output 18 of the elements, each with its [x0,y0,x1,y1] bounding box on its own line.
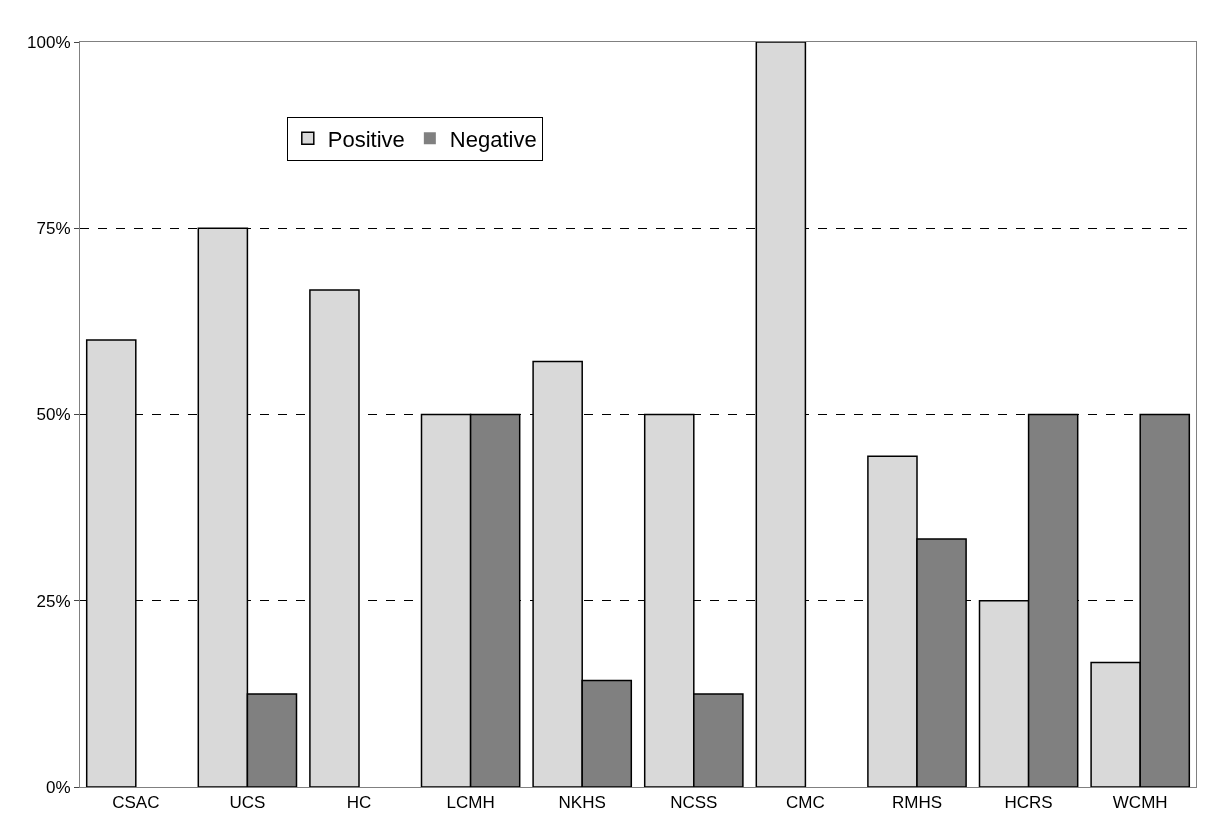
x-tick-label: RMHS [891,793,943,813]
y-tick-label: 25% [36,591,71,611]
x-tick-label: CMC [786,793,825,813]
y-tick-label: 100% [27,32,71,52]
x-tick-label: CSAC [112,793,160,813]
bar [309,289,360,787]
y-tick-label: 50% [36,405,71,425]
legend-label: Positive [327,126,405,152]
y-tick-label: 0% [46,777,71,797]
x-tick-label: NKHS [558,793,606,813]
x-tick-label: NCSS [670,793,718,813]
x-tick-label: HCRS [1004,793,1053,813]
y-tick-label: 75% [36,219,71,239]
x-tick-label: HC [346,793,372,813]
legend-label: Negative [449,126,537,152]
x-tick-label: UCS [229,793,266,813]
x-tick-label: LCMH [446,793,495,813]
x-tick-label: WCMH [1112,793,1168,813]
